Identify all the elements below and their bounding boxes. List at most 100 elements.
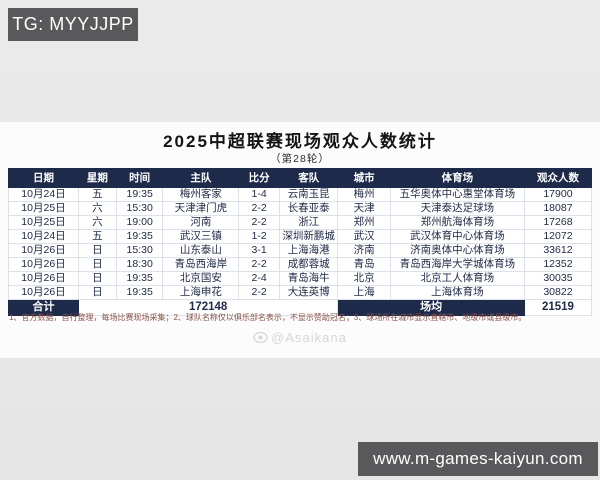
cell-date: 10月25日: [8, 215, 79, 230]
column-header: 日期: [8, 168, 79, 188]
cell-time: 19:35: [115, 229, 164, 244]
table-row: 10月25日六 19:00 河南 2-2 浙江 郑州 郑州航海体育场 17268: [8, 215, 593, 230]
cell-attendance: 12352: [523, 257, 593, 272]
cell-attendance: 30822: [523, 285, 593, 300]
cell-attendance: 12072: [523, 229, 593, 244]
table-row: 10月25日六 15:30 天津津门虎 2-2 长春亚泰 天津 天津泰达足球场 18087: [8, 201, 593, 216]
cell-time: 19:00: [115, 215, 164, 230]
cell-city: 梅州: [337, 187, 391, 202]
cell-weekday: 日: [77, 243, 117, 258]
cell-stadium: 北京工人体育场: [389, 271, 525, 286]
table-row: 10月24日五 19:35 武汉三镇 1-2 深圳新鹏城 武汉 武汉体育中心体育场 12072: [8, 229, 593, 244]
cell-away-team: 上海海港: [279, 243, 339, 258]
column-header: 观众人数: [523, 168, 593, 188]
cell-away-team: 青岛海牛: [279, 271, 339, 286]
cell-home-team: 北京国安: [162, 271, 240, 286]
cell-score: 2-4: [238, 271, 281, 286]
header-row: 日期 星期 时间 主队 比分 客队 城市 体育场 观众人数: [8, 168, 593, 188]
cell-weekday: 日: [77, 257, 117, 272]
cell-city: 天津: [337, 201, 391, 216]
cell-weekday: 六: [77, 215, 117, 230]
cell-city: 武汉: [337, 229, 391, 244]
cell-score: 2-2: [238, 215, 281, 230]
cell-stadium: 济南奥体中心体育场: [389, 243, 525, 258]
cell-date: 10月26日: [8, 285, 79, 300]
cell-city: 上海: [337, 285, 391, 300]
cell-away-team: 大连英博: [279, 285, 339, 300]
cell-attendance: 30035: [523, 271, 593, 286]
cell-date: 10月26日: [8, 271, 79, 286]
cell-weekday: 日: [77, 285, 117, 300]
column-header: 城市: [337, 168, 391, 188]
average-attendance-value: 21519: [523, 299, 593, 316]
page-title: 2025中超联赛现场观众人数统计: [163, 132, 437, 151]
cell-date: 10月24日: [8, 187, 79, 202]
cell-away-team: 浙江: [279, 215, 339, 230]
stats-panel: 2025中超联赛现场观众人数统计 （第28轮） 日期 星期 时间 主队 比分 客队 城市 体育…: [0, 122, 600, 358]
cell-away-team: 成都蓉城: [279, 257, 339, 272]
cell-date: 10月26日: [8, 243, 79, 258]
column-header: 比分: [238, 168, 281, 188]
table-row: 10月26日日 18:30 青岛西海岸 2-2 成都蓉城 青岛 青岛西海岸大学城体育场 123…: [8, 257, 593, 272]
cell-city: 北京: [337, 271, 391, 286]
cell-score: 1-4: [238, 187, 281, 202]
table-head: 日期 星期 时间 主队 比分 客队 城市 体育场 观众人数: [8, 168, 593, 188]
footnote-text: 1、官方数据，自行整理，每场比赛现场采集；2、球队名称仅以俱乐部名表示，不显示赞…: [9, 313, 527, 322]
cell-city: 郑州: [337, 215, 391, 230]
table-row: 10月26日日 19:35 北京国安 2-4 青岛海牛 北京 北京工人体育场 30035: [8, 271, 593, 286]
cell-score: 1-2: [238, 229, 281, 244]
cell-away-team: 长春亚泰: [279, 201, 339, 216]
table-body: 10月24日五 19:35 梅州客家 1-4 云南玉昆 梅州 五华奥体中心惠堂体育场 1790…: [8, 187, 593, 300]
cell-away-team: 云南玉昆: [279, 187, 339, 202]
cell-stadium: 天津泰达足球场: [389, 201, 525, 216]
watermark: @Asaikana: [0, 330, 600, 345]
cell-weekday: 日: [77, 271, 117, 286]
cell-attendance: 17268: [523, 215, 593, 230]
table-row: 10月24日五 19:35 梅州客家 1-4 云南玉昆 梅州 五华奥体中心惠堂体育场 1790…: [8, 187, 593, 202]
cell-home-team: 武汉三镇: [162, 229, 240, 244]
cell-score: 2-2: [238, 201, 281, 216]
column-header: 星期: [77, 168, 117, 188]
column-header: 时间: [115, 168, 164, 188]
table-foot: 合计 172148 场均 21519: [8, 299, 593, 316]
tg-contact-text: TG: MYYJJPP: [12, 14, 134, 34]
total-attendance-value: 172148: [77, 299, 339, 316]
cell-stadium: 青岛西海岸大学城体育场: [389, 257, 525, 272]
column-header: 体育场: [389, 168, 525, 188]
cell-score: 3-1: [238, 243, 281, 258]
cell-time: 15:30: [115, 243, 164, 258]
cell-time: 15:30: [115, 201, 164, 216]
total-label: 合计: [8, 299, 79, 316]
cell-weekday: 五: [77, 229, 117, 244]
cell-stadium: 郑州航海体育场: [389, 215, 525, 230]
cell-score: 2-2: [238, 285, 281, 300]
site-url-text: www.m-games-kaiyun.com: [373, 449, 583, 468]
cell-date: 10月26日: [8, 257, 79, 272]
cell-time: 19:35: [115, 271, 164, 286]
cell-weekday: 五: [77, 187, 117, 202]
attendance-table: 日期 星期 时间 主队 比分 客队 城市 体育场 观众人数 10月24日五 19:35 梅州客家 1-…: [8, 168, 593, 316]
cell-attendance: 17900: [523, 187, 593, 202]
cell-time: 19:35: [115, 187, 164, 202]
cell-home-team: 山东泰山: [162, 243, 240, 258]
round-subtitle: （第28轮）: [270, 153, 330, 165]
column-header: 主队: [162, 168, 240, 188]
tg-contact-badge: TG: MYYJJPP: [8, 8, 138, 41]
cell-home-team: 河南: [162, 215, 240, 230]
watermark-handle: @Asaikana: [271, 330, 347, 345]
cell-time: 18:30: [115, 257, 164, 272]
cell-home-team: 天津津门虎: [162, 201, 240, 216]
cell-weekday: 六: [77, 201, 117, 216]
site-url-badge: www.m-games-kaiyun.com: [358, 442, 598, 476]
cell-stadium: 上海体育场: [389, 285, 525, 300]
cell-stadium: 武汉体育中心体育场: [389, 229, 525, 244]
weibo-eye-icon: [253, 331, 268, 344]
cell-city: 济南: [337, 243, 391, 258]
cell-city: 青岛: [337, 257, 391, 272]
cell-home-team: 梅州客家: [162, 187, 240, 202]
cell-home-team: 上海申花: [162, 285, 240, 300]
average-label: 场均: [337, 299, 525, 316]
table-row: 10月26日日 19:35 上海申花 2-2 大连英博 上海 上海体育场 30822: [8, 285, 593, 300]
cell-stadium: 五华奥体中心惠堂体育场: [389, 187, 525, 202]
